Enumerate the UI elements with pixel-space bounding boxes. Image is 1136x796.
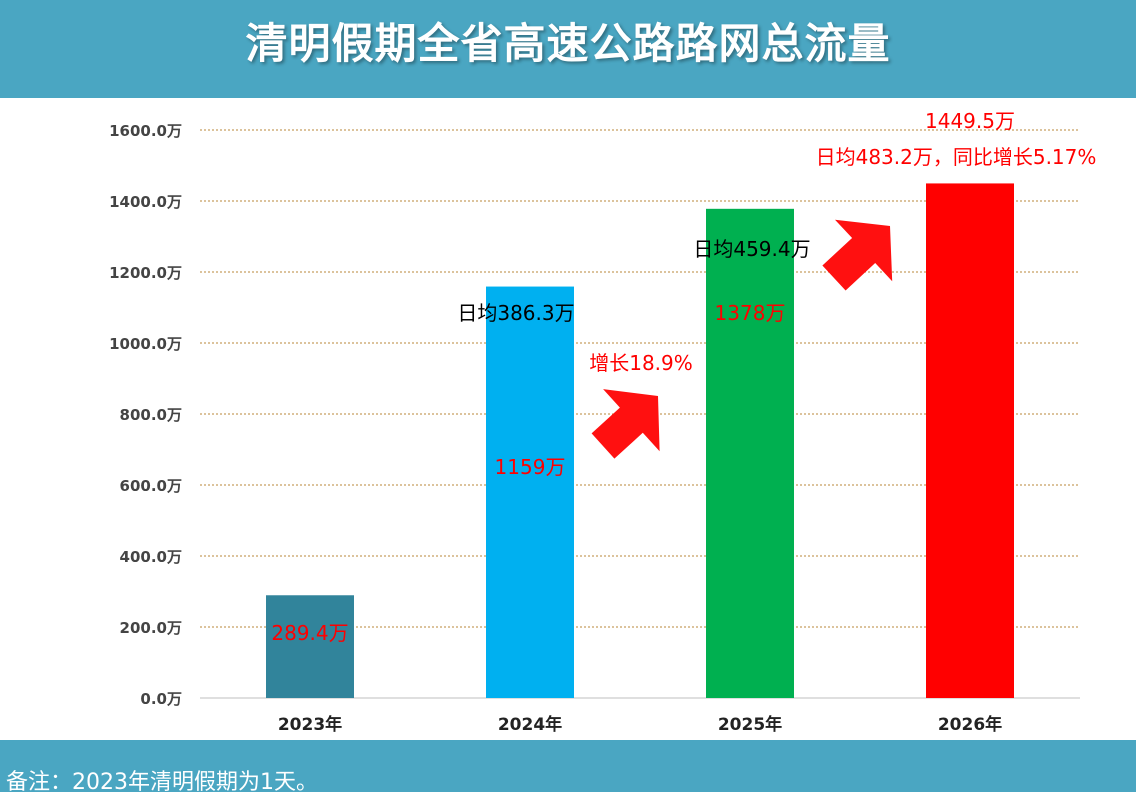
footer-banner — [0, 740, 1136, 792]
page-title: 清明假期全省高速公路路网总流量 — [245, 19, 891, 68]
x-tick-label: 2023年 — [278, 714, 342, 735]
value-label: 1378万 — [715, 301, 786, 325]
y-tick-label: 0.0万 — [140, 690, 182, 708]
arrow-shape — [591, 389, 660, 459]
header-banner — [0, 0, 1136, 98]
arrow-shape — [822, 219, 893, 291]
daily-average-label: 日均459.4万 — [693, 237, 810, 261]
value-label: 1449.5万 — [925, 109, 1015, 133]
y-tick-label: 800.0万 — [120, 406, 182, 424]
daily-average-label: 日均483.2万，同比增长5.17% — [816, 145, 1097, 169]
y-tick-label: 1600.0万 — [109, 122, 182, 140]
y-tick-label: 1000.0万 — [109, 335, 182, 353]
y-tick-label: 400.0万 — [120, 548, 182, 566]
x-tick-label: 2025年 — [718, 714, 782, 735]
bar-chart: 0.0万 200.0万 400.0万 600.0万 800.0万 1000.0万 1200.… — [109, 109, 1097, 735]
y-tick-label: 600.0万 — [120, 477, 182, 495]
value-label: 1159万 — [495, 455, 566, 479]
trend-arrow-icon — [822, 219, 893, 291]
bar-2023年 — [266, 595, 354, 698]
footnote: 备注：2023年清明假期为1天。 — [6, 770, 318, 795]
bar-2026年 — [926, 183, 1014, 698]
value-label: 289.4万 — [271, 621, 348, 645]
y-tick-label: 200.0万 — [120, 619, 182, 637]
bar-2024年 — [486, 286, 574, 698]
trend-arrow-icon — [591, 389, 660, 459]
daily-average-label: 日均386.3万 — [457, 301, 574, 325]
x-tick-label: 2026年 — [938, 714, 1002, 735]
y-tick-label: 1200.0万 — [109, 264, 182, 282]
growth-label: 增长18.9% — [589, 351, 693, 375]
bar-2025年 — [706, 208, 794, 698]
y-tick-label: 1400.0万 — [109, 193, 182, 211]
x-tick-label: 2024年 — [498, 714, 562, 735]
